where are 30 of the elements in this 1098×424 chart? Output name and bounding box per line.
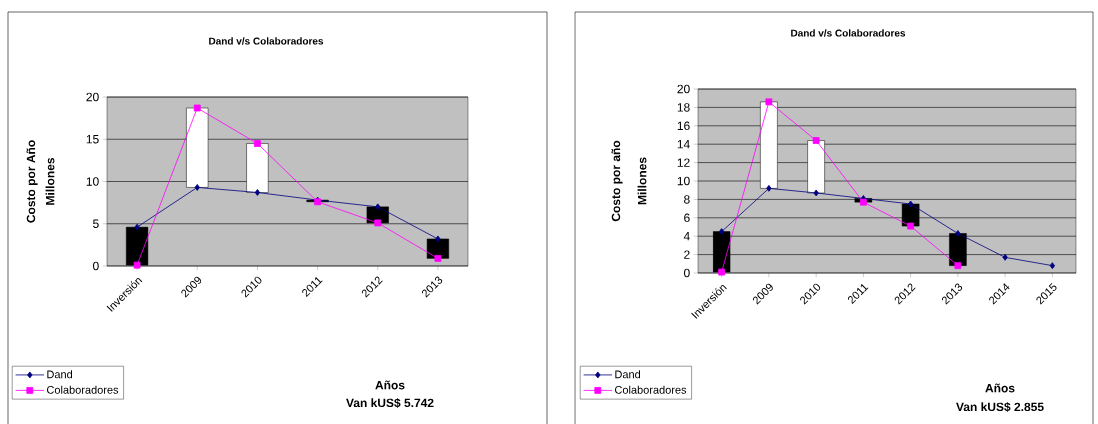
text: Van kUS$ 2.855 — [956, 402, 1044, 412]
y-tick-label: 16 — [677, 121, 690, 131]
y-tick-label: 10 — [677, 176, 690, 186]
y-tick-label: 2 — [684, 250, 690, 259]
text: Millones — [637, 157, 647, 205]
y-tick-label: 15 — [86, 135, 99, 144]
y-tick-label: 20 — [86, 92, 99, 102]
y-tick-label: 4 — [683, 232, 690, 241]
y-tick-label: 8 — [684, 195, 690, 204]
chart-title: Dand v/s Colaboradores — [791, 29, 906, 37]
legend-label: Colaboradores — [47, 385, 119, 394]
chart-title: Dand v/s Colaboradores — [209, 37, 324, 45]
text: Van kUS$ 5.742 — [346, 398, 434, 408]
y-tick-label: 18 — [677, 103, 690, 112]
legend-label: Dand — [615, 370, 641, 379]
y-tick-label: 0 — [93, 261, 99, 271]
text: Millones — [45, 157, 55, 205]
y-tick-label: 14 — [677, 140, 690, 149]
x-axis-title: Años — [985, 383, 1015, 393]
y-tick-label: 0 — [684, 268, 690, 278]
legend-label: Colaboradores — [615, 385, 687, 394]
y-tick-label: 12 — [677, 158, 690, 167]
y-tick-label: 6 — [684, 213, 690, 223]
x-axis-title: Años — [375, 380, 405, 390]
y-axis-title: Costo por Año — [26, 140, 38, 223]
legend-label: Dand — [47, 370, 73, 379]
y-tick-label: 5 — [93, 219, 99, 228]
y-tick-label: 10 — [86, 177, 99, 186]
y-axis-title: Costo por año — [611, 140, 623, 222]
y-tick-label: 20 — [677, 84, 690, 94]
